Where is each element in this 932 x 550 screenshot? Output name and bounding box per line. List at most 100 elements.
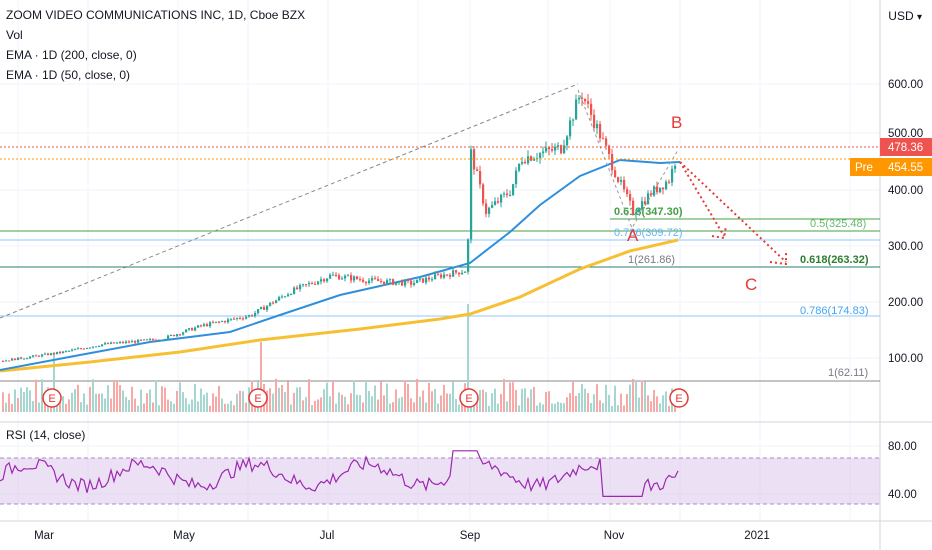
- candle-body: [647, 193, 650, 205]
- volume-bar: [512, 382, 514, 412]
- candle-body: [470, 149, 473, 240]
- volume-bar: [662, 395, 664, 412]
- earnings-marker[interactable]: [459, 388, 479, 408]
- candle-body: [170, 334, 173, 336]
- rsi-tick: 40.00: [888, 489, 917, 501]
- volume-bar: [290, 404, 292, 412]
- candle-body: [509, 195, 512, 197]
- volume-bar: [122, 390, 124, 412]
- ema-200-line[interactable]: [0, 238, 679, 373]
- volume-bar: [593, 394, 595, 412]
- candle-body: [383, 281, 386, 285]
- volume-bar: [623, 405, 625, 412]
- volume-bar: [326, 382, 328, 412]
- indicator-ema50[interactable]: EMA · 1D (50, close, 0): [6, 68, 131, 82]
- volume-bar: [203, 394, 205, 412]
- candle-body: [476, 169, 479, 172]
- candle-body: [590, 103, 593, 115]
- candle-body: [527, 156, 530, 164]
- candle-body: [422, 278, 425, 283]
- earnings-marker[interactable]: [248, 388, 268, 408]
- volume-bar: [305, 397, 307, 412]
- volume-bar: [419, 396, 421, 412]
- candle-body: [104, 343, 107, 345]
- candle-body: [74, 349, 77, 351]
- volume-bar: [299, 387, 301, 412]
- indicator-vol[interactable]: Vol: [6, 28, 23, 42]
- candle-body: [221, 321, 224, 323]
- candle-body: [173, 334, 176, 337]
- currency-selector[interactable]: USD ▾: [888, 9, 922, 23]
- pre-price-box: [880, 158, 932, 176]
- candle-body: [503, 193, 506, 195]
- volume-bar: [371, 396, 373, 412]
- volume-bar: [548, 391, 550, 412]
- candle-body: [176, 334, 179, 337]
- volume-bar: [542, 404, 544, 412]
- trendline[interactable]: [0, 83, 579, 319]
- candle-body: [650, 193, 653, 196]
- volume-bar: [329, 396, 331, 412]
- ema-50-line[interactable]: [0, 158, 681, 371]
- volume-bar: [629, 384, 631, 412]
- candle-body: [368, 280, 371, 283]
- candle-body: [395, 282, 398, 285]
- volume-bar: [197, 401, 199, 412]
- candle-body: [623, 180, 626, 190]
- earnings-marker[interactable]: [669, 388, 689, 408]
- candle-body: [203, 324, 206, 326]
- volume-bar: [41, 379, 43, 412]
- candle-body: [593, 114, 596, 129]
- candle-body: [149, 339, 152, 341]
- candle-body: [584, 98, 587, 102]
- candle-body: [236, 317, 239, 319]
- rsi-line[interactable]: [0, 450, 679, 497]
- symbol-title[interactable]: ZOOM VIDEO COMMUNICATIONS INC, 1D, Cboe …: [6, 8, 306, 22]
- volume-bar: [29, 390, 31, 412]
- volume-bar: [572, 381, 574, 412]
- candle-body: [287, 294, 290, 297]
- volume-bar: [353, 380, 355, 412]
- candle-body: [452, 270, 455, 277]
- volume-bar: [80, 402, 82, 412]
- candle-body: [35, 355, 38, 357]
- wave-projections[interactable]: A B C: [577, 89, 787, 294]
- volume-bar: [404, 380, 406, 412]
- candle-body: [515, 170, 518, 185]
- wave-alt-projection[interactable]: [679, 161, 727, 240]
- volume-bar: [416, 379, 418, 412]
- candlesticks[interactable]: [2, 92, 677, 362]
- volume-bar: [536, 405, 538, 412]
- candle-body: [434, 274, 437, 280]
- volume-bar: [383, 395, 385, 412]
- volume-bar: [140, 389, 142, 412]
- candle-body: [518, 163, 521, 171]
- candle-body: [38, 355, 41, 357]
- volume-bar: [491, 393, 493, 412]
- candle-body: [239, 317, 242, 319]
- volume-bar: [647, 395, 649, 412]
- candle-body: [230, 318, 233, 320]
- volume-bar: [557, 401, 559, 412]
- indicator-ema200[interactable]: EMA · 1D (200, close, 0): [6, 48, 137, 62]
- fib-label: 1(261.86): [628, 254, 675, 266]
- candle-body: [374, 278, 377, 280]
- volume-bar: [296, 387, 298, 412]
- wave-c-projection[interactable]: [679, 161, 787, 266]
- candle-body: [461, 272, 464, 275]
- volume-bar: [479, 390, 481, 412]
- volume-bar: [182, 392, 184, 412]
- volume-bar: [194, 383, 196, 412]
- candle-body: [326, 278, 329, 282]
- volume-bar: [347, 404, 349, 412]
- volume-bar: [179, 382, 181, 412]
- volume-bar: [458, 404, 460, 412]
- earnings-marker[interactable]: [42, 388, 62, 408]
- candle-body: [155, 339, 158, 341]
- volume-bar: [110, 398, 112, 412]
- volume-bar: [554, 403, 556, 412]
- rsi-title[interactable]: RSI (14, close): [6, 428, 86, 442]
- candle-body: [65, 350, 68, 352]
